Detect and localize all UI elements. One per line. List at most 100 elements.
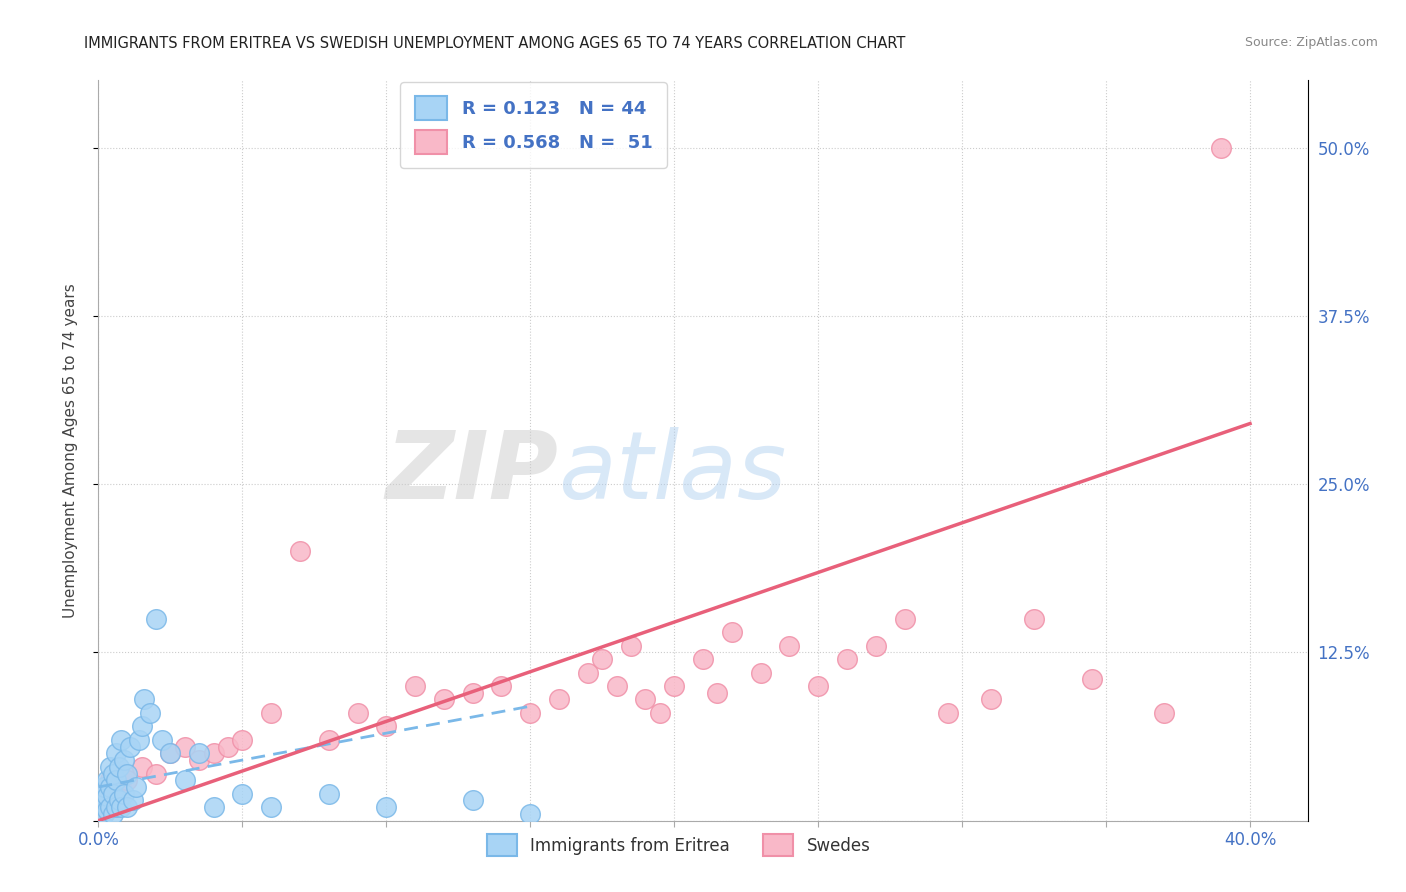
Text: atlas: atlas	[558, 427, 786, 518]
Point	[288, 544, 311, 558]
Point	[93, 787, 115, 801]
Point	[548, 692, 571, 706]
Point	[145, 766, 167, 780]
Point	[519, 706, 541, 720]
Point	[115, 773, 138, 788]
Point	[749, 665, 772, 680]
Point	[101, 806, 124, 821]
Point	[110, 780, 132, 794]
Point	[112, 766, 135, 780]
Point	[122, 793, 145, 807]
Point	[90, 800, 112, 814]
Point	[120, 739, 142, 754]
Point	[260, 706, 283, 720]
Point	[134, 692, 156, 706]
Point	[104, 800, 127, 814]
Point	[125, 780, 148, 794]
Point	[720, 625, 742, 640]
Point	[159, 747, 181, 761]
Point	[159, 747, 181, 761]
Point	[807, 679, 830, 693]
Point	[346, 706, 368, 720]
Point	[101, 787, 124, 801]
Point	[865, 639, 887, 653]
Point	[90, 800, 112, 814]
Point	[188, 753, 211, 767]
Point	[634, 692, 657, 706]
Point	[231, 787, 253, 801]
Point	[104, 773, 127, 788]
Point	[173, 773, 195, 788]
Point	[648, 706, 671, 720]
Legend: Immigrants from Eritrea, Swedes: Immigrants from Eritrea, Swedes	[478, 826, 879, 864]
Point	[1022, 612, 1045, 626]
Point	[104, 747, 127, 761]
Point	[112, 787, 135, 801]
Point	[217, 739, 239, 754]
Point	[375, 800, 398, 814]
Point	[664, 679, 686, 693]
Point	[93, 780, 115, 794]
Point	[980, 692, 1002, 706]
Point	[98, 773, 121, 788]
Text: Source: ZipAtlas.com: Source: ZipAtlas.com	[1244, 36, 1378, 49]
Point	[202, 747, 225, 761]
Point	[936, 706, 959, 720]
Point	[260, 800, 283, 814]
Point	[202, 800, 225, 814]
Point	[318, 732, 340, 747]
Point	[96, 773, 118, 788]
Point	[519, 806, 541, 821]
Point	[188, 747, 211, 761]
Point	[101, 780, 124, 794]
Point	[835, 652, 858, 666]
Point	[706, 686, 728, 700]
Point	[692, 652, 714, 666]
Point	[433, 692, 456, 706]
Point	[93, 806, 115, 821]
Point	[231, 732, 253, 747]
Point	[375, 719, 398, 733]
Point	[128, 732, 150, 747]
Point	[115, 800, 138, 814]
Point	[606, 679, 628, 693]
Point	[131, 719, 153, 733]
Point	[96, 803, 118, 817]
Point	[101, 766, 124, 780]
Point	[139, 706, 162, 720]
Point	[131, 760, 153, 774]
Point	[93, 793, 115, 807]
Point	[404, 679, 426, 693]
Text: ZIP: ZIP	[385, 426, 558, 518]
Point	[104, 787, 127, 801]
Text: IMMIGRANTS FROM ERITREA VS SWEDISH UNEMPLOYMENT AMONG AGES 65 TO 74 YEARS CORREL: IMMIGRANTS FROM ERITREA VS SWEDISH UNEMP…	[84, 36, 905, 51]
Point	[96, 780, 118, 794]
Point	[115, 766, 138, 780]
Point	[107, 773, 129, 788]
Point	[96, 789, 118, 804]
Point	[98, 800, 121, 814]
Point	[150, 732, 173, 747]
Point	[461, 793, 484, 807]
Point	[591, 652, 613, 666]
Point	[1153, 706, 1175, 720]
Point	[491, 679, 513, 693]
Point	[461, 686, 484, 700]
Point	[110, 800, 132, 814]
Point	[98, 760, 121, 774]
Point	[90, 787, 112, 801]
Point	[145, 612, 167, 626]
Point	[107, 793, 129, 807]
Point	[110, 732, 132, 747]
Point	[173, 739, 195, 754]
Y-axis label: Unemployment Among Ages 65 to 74 years: Unemployment Among Ages 65 to 74 years	[63, 283, 77, 618]
Point	[893, 612, 915, 626]
Point	[107, 760, 129, 774]
Point	[576, 665, 599, 680]
Point	[1080, 673, 1102, 687]
Point	[620, 639, 643, 653]
Point	[112, 753, 135, 767]
Point	[318, 787, 340, 801]
Point	[778, 639, 800, 653]
Point	[98, 780, 121, 794]
